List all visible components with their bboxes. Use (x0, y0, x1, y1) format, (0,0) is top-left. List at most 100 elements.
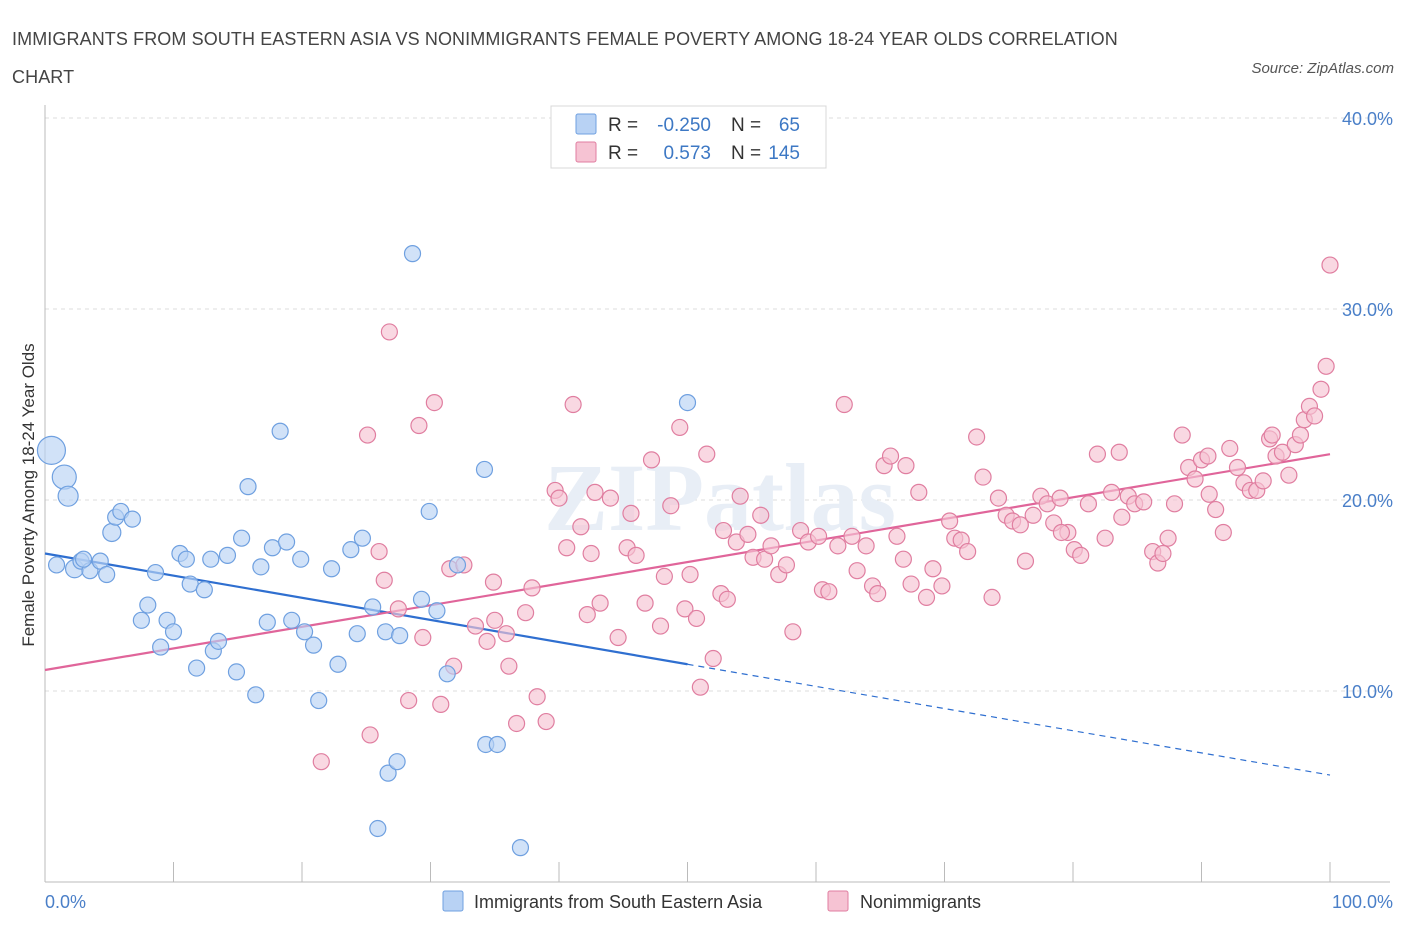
point-series-2 (983, 588, 1001, 607)
point-series-2 (578, 605, 596, 624)
point-series-1 (57, 485, 79, 507)
point-series-2 (989, 489, 1008, 507)
point-series-2 (959, 542, 977, 561)
point-series-2 (941, 512, 959, 530)
point-series-1 (209, 632, 228, 650)
point-series-1 (47, 556, 66, 574)
point-series-2 (1113, 508, 1131, 526)
point-series-2 (523, 579, 541, 597)
point-series-2 (358, 426, 377, 444)
point-series-1 (353, 529, 371, 547)
bottom-legend-swatch-2 (827, 890, 849, 912)
point-series-2 (1228, 458, 1247, 477)
point-series-1 (329, 655, 347, 673)
point-series-2 (370, 542, 388, 561)
point-series-2 (1273, 443, 1292, 461)
legend-n-value-1: 65 (779, 115, 800, 136)
point-series-2 (414, 628, 432, 647)
point-series-2 (1214, 523, 1232, 542)
point-series-2 (1305, 407, 1324, 425)
point-series-2 (1051, 489, 1069, 507)
point-series-1 (98, 565, 116, 584)
point-series-2 (698, 445, 716, 463)
point-series-2 (636, 594, 654, 612)
point-series-2 (731, 487, 749, 505)
point-series-2 (432, 695, 450, 713)
point-series-2 (1016, 552, 1035, 570)
point-series-2 (777, 556, 796, 574)
point-series-1 (132, 611, 150, 629)
point-series-2 (857, 537, 875, 555)
point-series-1 (139, 596, 157, 614)
point-series-2 (1052, 523, 1071, 542)
point-series-1 (488, 735, 506, 754)
point-series-2 (902, 575, 920, 593)
point-series-2 (917, 588, 936, 607)
point-series-2 (582, 544, 600, 563)
x-tick-labels: 0.0% 100.0% (45, 892, 1393, 912)
bottom-legend-label-2: Nonimmigrants (860, 892, 981, 912)
point-series-2 (591, 594, 609, 612)
point-series-2 (1165, 495, 1184, 513)
point-series-2 (752, 506, 770, 524)
point-series-1 (74, 550, 93, 568)
point-series-2 (1088, 445, 1107, 463)
point-series-2 (691, 678, 709, 696)
legend-n-value-2: 145 (768, 143, 800, 164)
point-series-2 (1011, 516, 1029, 534)
point-series-2 (1135, 493, 1153, 511)
point-series-2 (312, 753, 330, 771)
point-series-2 (1154, 544, 1172, 563)
point-series-2 (676, 600, 694, 618)
point-series-2 (1321, 256, 1339, 274)
point-series-2 (881, 447, 900, 465)
point-series-1 (102, 522, 122, 543)
point-series-1 (428, 602, 446, 620)
point-series-2 (1280, 466, 1298, 484)
point-series-2 (869, 584, 887, 603)
point-series-2 (968, 428, 986, 446)
point-series-2 (888, 527, 906, 545)
point-series-1 (364, 598, 382, 616)
point-series-1 (376, 623, 395, 641)
point-series-2 (1159, 529, 1177, 547)
point-series-2 (809, 527, 828, 545)
point-series-1 (403, 245, 422, 263)
bottom-legend: Immigrants from South Eastern Asia Nonim… (442, 890, 981, 912)
point-series-2 (380, 323, 398, 341)
point-series-1 (420, 502, 438, 521)
point-series-2 (762, 537, 780, 555)
point-series-2 (655, 567, 673, 586)
point-series-2 (1200, 485, 1218, 503)
point-series-1 (233, 529, 251, 547)
point-series-2 (1079, 495, 1098, 513)
axes (44, 105, 1390, 883)
point-series-2 (714, 521, 733, 540)
point-series-2 (835, 395, 853, 414)
point-series-2 (389, 600, 407, 618)
y-tick-label: 30.0% (1342, 300, 1393, 320)
gridlines (45, 117, 1390, 692)
point-series-2 (1207, 500, 1225, 519)
point-series-1 (277, 533, 296, 551)
stats-legend: R = -0.250 N = 65 R = 0.573 N = 145 (550, 105, 827, 169)
point-series-1 (51, 464, 77, 490)
legend-swatch-series-2 (575, 141, 597, 163)
point-series-1 (292, 550, 310, 568)
point-series-1 (202, 550, 220, 568)
point-series-1 (239, 478, 257, 496)
point-series-1 (678, 393, 697, 412)
x-tick-label-min: 0.0% (45, 892, 86, 912)
legend-n-label-2: N = (731, 143, 761, 164)
point-series-1 (322, 560, 341, 578)
point-series-2 (1072, 546, 1090, 564)
point-series-1 (36, 435, 67, 465)
point-series-2 (528, 688, 546, 706)
point-series-2 (1102, 483, 1121, 501)
legend-r-label-2: R = (608, 143, 638, 164)
point-series-1 (388, 753, 406, 771)
point-series-2 (784, 623, 802, 641)
source-label: Source: ZipAtlas.com (1251, 60, 1394, 77)
legend-n-label-1: N = (731, 115, 761, 136)
